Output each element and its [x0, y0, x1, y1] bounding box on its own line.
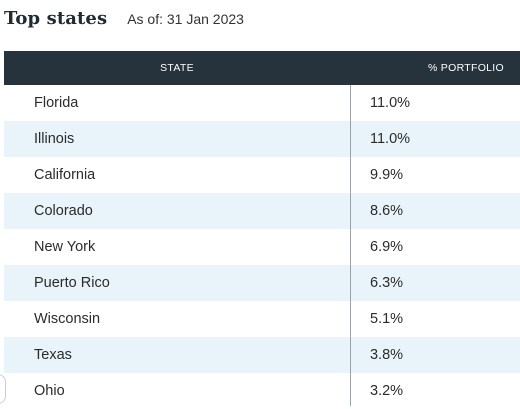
portfolio-cell: 6.9% — [370, 239, 404, 255]
table-row: Wisconsin 5.1% — [4, 301, 520, 337]
widget-title: Top states — [4, 8, 108, 29]
portfolio-cell: 9.9% — [370, 167, 404, 183]
state-cell: California — [34, 167, 96, 183]
table-row: New York 6.9% — [4, 229, 520, 265]
column-header-state: STATE — [160, 62, 194, 74]
top-states-table: STATE % PORTFOLIO Florida 11.0% Illinois… — [4, 51, 520, 409]
table-row: California 9.9% — [4, 157, 520, 193]
state-cell: Ohio — [34, 383, 65, 399]
portfolio-cell: 8.6% — [370, 203, 404, 219]
portfolio-cell: 3.8% — [370, 347, 404, 363]
column-header-portfolio: % PORTFOLIO — [427, 62, 504, 74]
table-row: Puerto Rico 6.3% — [4, 265, 520, 301]
table-row: Florida 11.0% — [4, 85, 520, 121]
state-cell: Wisconsin — [34, 311, 101, 327]
state-cell: Illinois — [34, 131, 75, 147]
state-cell: New York — [34, 239, 96, 255]
table-row: Colorado 8.6% — [4, 193, 520, 229]
portfolio-cell: 5.1% — [370, 311, 404, 327]
scroll-edge-indicator — [0, 374, 6, 404]
state-cell: Florida — [34, 95, 79, 111]
portfolio-cell: 11.0% — [370, 95, 411, 111]
table-row: Texas 3.8% — [4, 337, 520, 373]
state-cell: Puerto Rico — [34, 275, 110, 291]
portfolio-cell: 6.3% — [370, 275, 404, 291]
table-header: STATE % PORTFOLIO — [4, 51, 520, 85]
table-row: Ohio 3.2% — [4, 373, 520, 409]
state-cell: Colorado — [34, 203, 93, 219]
portfolio-cell: 3.2% — [370, 383, 404, 399]
table-row: Illinois 11.0% — [4, 121, 520, 157]
state-cell: Texas — [34, 347, 72, 363]
widget-header: Top states As of: 31 Jan 2023 — [4, 8, 244, 34]
column-divider — [350, 85, 351, 406]
as-of-date: As of: 31 Jan 2023 — [127, 11, 244, 27]
portfolio-cell: 11.0% — [370, 131, 411, 147]
